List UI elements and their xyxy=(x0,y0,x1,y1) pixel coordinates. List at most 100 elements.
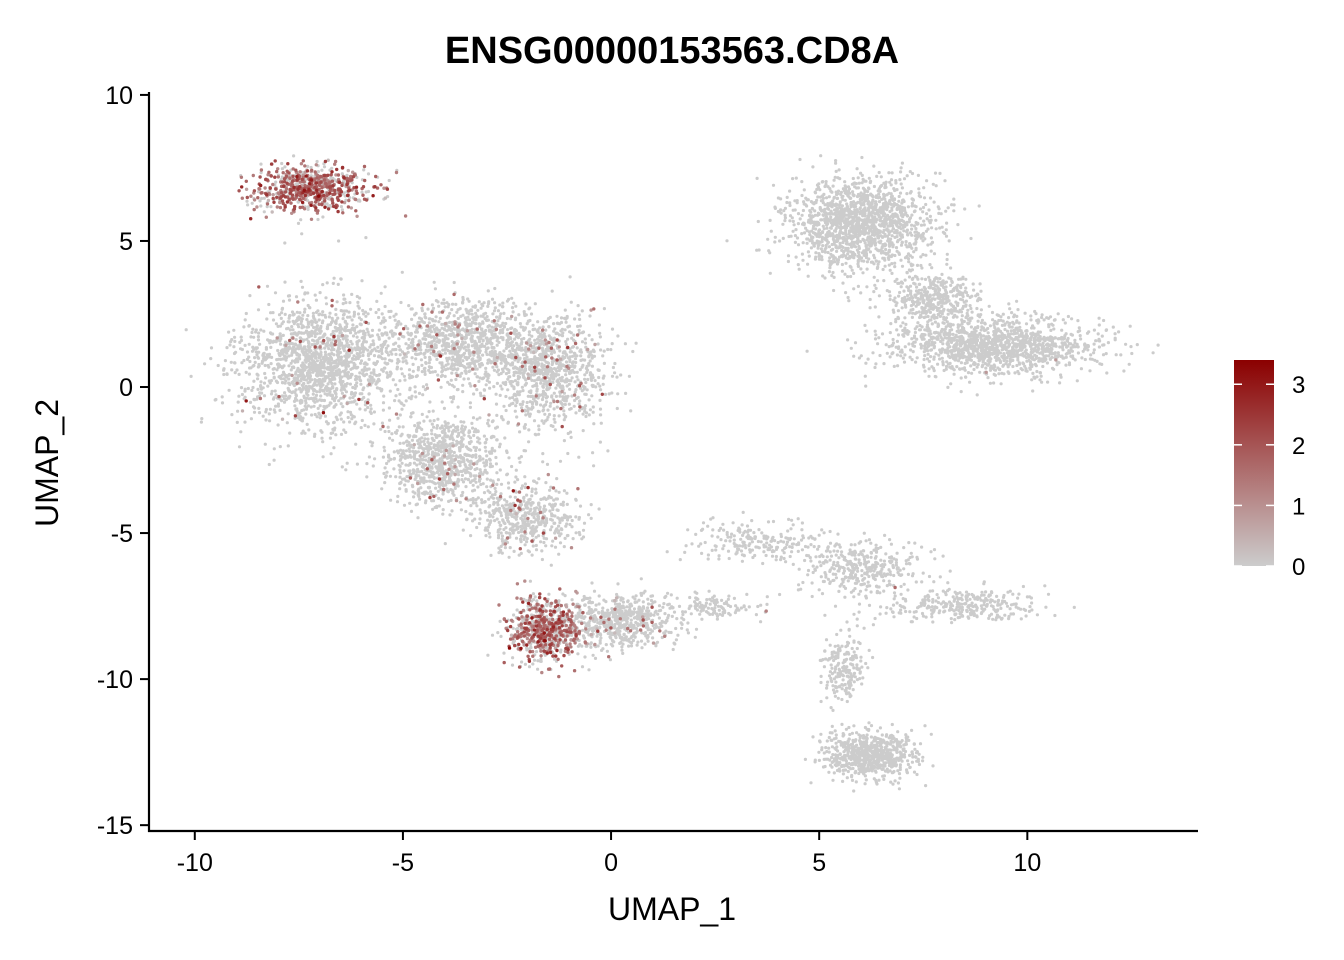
cell-point xyxy=(262,394,267,398)
cell-point xyxy=(511,310,515,314)
cell-point xyxy=(482,461,486,465)
cell-point xyxy=(419,358,423,362)
cell-point xyxy=(487,373,491,377)
cell-point xyxy=(420,427,424,431)
cell-point xyxy=(577,402,581,406)
cell-point xyxy=(581,384,586,388)
cell-point xyxy=(472,445,476,449)
cell-point xyxy=(404,463,408,467)
cell-point xyxy=(377,308,381,312)
cell-point xyxy=(560,402,565,406)
cell-point xyxy=(513,524,518,528)
cell-point xyxy=(458,307,462,311)
cell-point xyxy=(581,412,585,416)
cell-point xyxy=(555,497,560,501)
cell-point xyxy=(544,508,548,512)
cell-point xyxy=(247,355,251,359)
cell-point xyxy=(336,351,340,355)
cell-point xyxy=(551,377,556,381)
cell-point xyxy=(515,382,519,386)
cell-point xyxy=(419,317,423,321)
cell-point xyxy=(424,316,428,320)
cell-point xyxy=(287,298,292,302)
cell-point xyxy=(545,382,549,386)
cell-point xyxy=(313,354,318,358)
cell-point xyxy=(256,338,261,342)
cell-point xyxy=(399,300,403,305)
cell-point xyxy=(416,368,420,372)
cell-point xyxy=(557,490,561,494)
cell-point xyxy=(302,310,307,314)
cell-point xyxy=(340,465,344,469)
cell-point xyxy=(209,357,213,361)
cell-point xyxy=(428,355,432,359)
cell-point xyxy=(464,307,468,311)
cell-point xyxy=(394,347,398,352)
cell-point xyxy=(325,405,329,409)
cell-point xyxy=(510,306,515,310)
cell-point xyxy=(540,557,545,562)
cell-point xyxy=(538,393,542,397)
cell-point xyxy=(542,332,546,336)
cell-point xyxy=(446,305,450,309)
cell-point xyxy=(471,305,475,309)
cell-point xyxy=(330,365,334,369)
cell-point xyxy=(243,420,247,424)
cell-point xyxy=(558,394,562,398)
cell-point xyxy=(375,373,379,378)
cell-point xyxy=(558,517,562,521)
cell-point xyxy=(561,398,565,402)
cell-point xyxy=(450,367,454,371)
cell-point xyxy=(549,401,553,405)
cell-point xyxy=(580,365,584,369)
cell-point xyxy=(488,386,492,390)
cell-point xyxy=(527,498,531,502)
cell-point xyxy=(525,400,529,405)
cell-point xyxy=(580,665,585,669)
cell-point xyxy=(610,327,615,331)
cell-point xyxy=(481,331,485,335)
cell-point xyxy=(412,324,416,328)
cell-point xyxy=(401,425,405,429)
cell-point xyxy=(425,432,429,436)
cell-point xyxy=(285,327,289,331)
cell-point xyxy=(518,371,522,375)
cell-point xyxy=(411,362,415,366)
cell-point xyxy=(502,404,506,408)
cell-point xyxy=(247,342,251,346)
cell-point xyxy=(559,379,563,383)
cell-point xyxy=(460,473,464,477)
cell-point xyxy=(313,332,317,336)
cell-point xyxy=(462,365,466,369)
cell-point xyxy=(251,345,255,349)
cell-point xyxy=(533,327,537,331)
cell-point xyxy=(405,361,409,365)
cell-point xyxy=(378,373,382,377)
cell-point xyxy=(396,387,400,392)
cell-point xyxy=(313,334,317,339)
cell-point xyxy=(310,355,314,359)
cell-point xyxy=(247,324,251,328)
cell-point xyxy=(507,486,511,490)
cell-point xyxy=(342,344,347,348)
cell-point xyxy=(425,415,429,419)
cell-point xyxy=(510,326,514,330)
cell-point xyxy=(343,326,347,330)
cell-point xyxy=(553,428,557,432)
cell-point xyxy=(464,318,468,322)
cell-point xyxy=(346,344,350,349)
cell-point xyxy=(313,318,317,322)
cell-point xyxy=(337,399,341,403)
cell-point xyxy=(470,358,474,362)
cell-point xyxy=(336,282,340,286)
cell-point xyxy=(450,458,454,462)
cell-point xyxy=(420,309,424,313)
cell-point xyxy=(370,328,375,332)
cell-point xyxy=(481,457,485,461)
cell-point xyxy=(420,412,424,416)
cell-point xyxy=(438,316,442,320)
cell-point xyxy=(468,365,472,369)
cell-point xyxy=(337,347,342,351)
cell-point xyxy=(501,336,505,340)
cell-point xyxy=(318,312,322,316)
